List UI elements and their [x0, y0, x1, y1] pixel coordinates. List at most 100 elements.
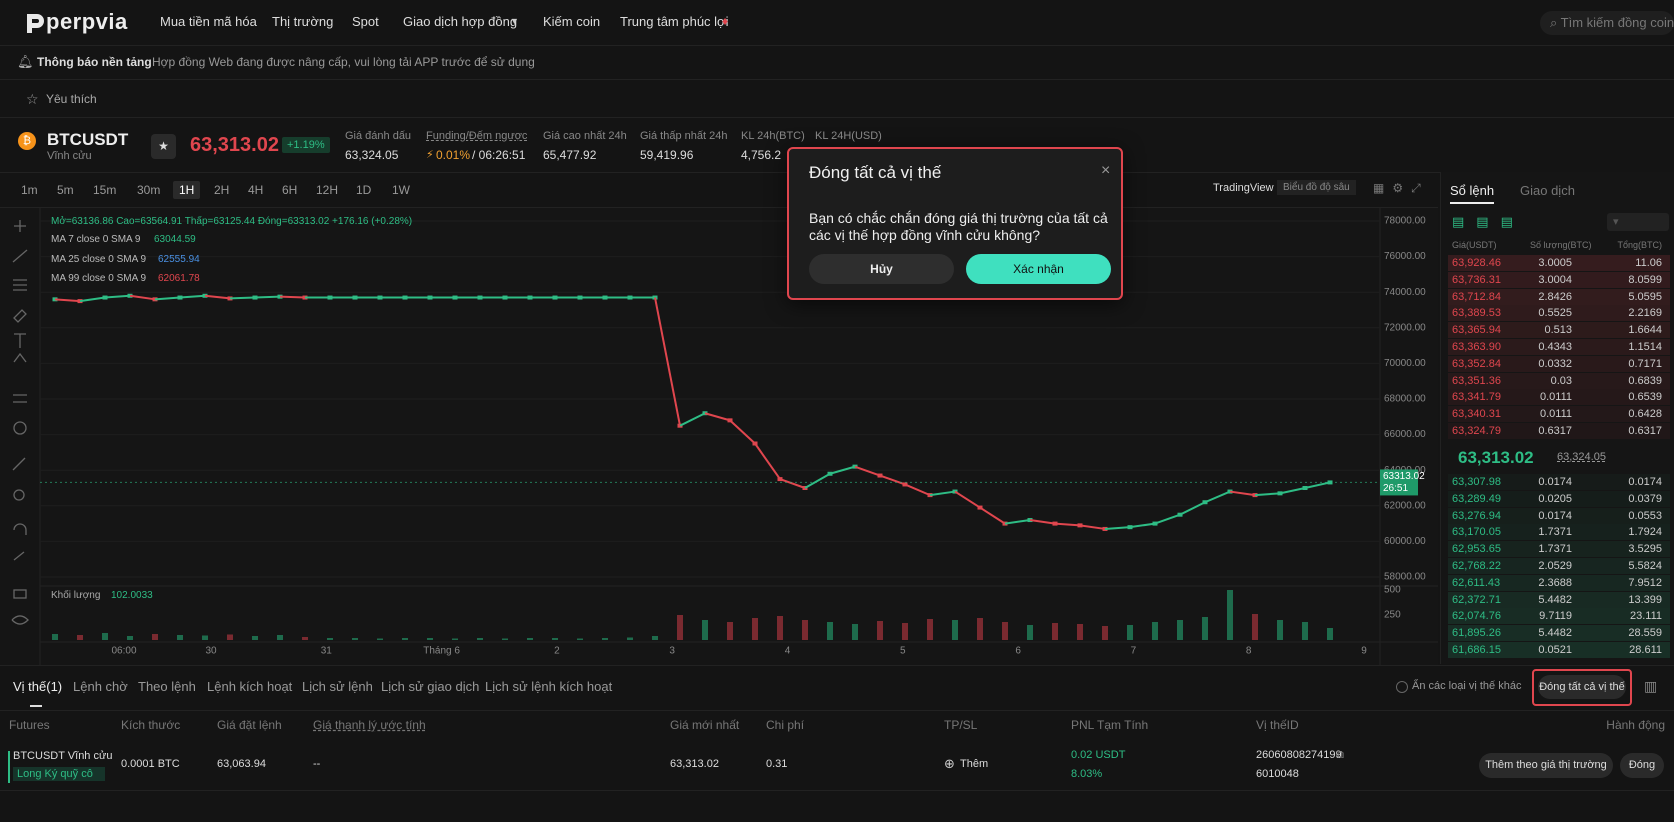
copy-icon[interactable]: ⧉	[1336, 749, 1344, 761]
nav-item[interactable]: Kiếm coin	[543, 14, 601, 29]
position-tab[interactable]: Vị thế(1)	[13, 679, 63, 694]
book-price[interactable]: 63,351.36	[1452, 374, 1501, 387]
timeframe[interactable]: 1D	[356, 183, 372, 197]
book-price[interactable]: 63,712.84	[1452, 290, 1501, 303]
close-all-button[interactable]: Đóng tất cả vị thế	[1538, 675, 1626, 699]
book-price[interactable]: 62,074.76	[1452, 610, 1501, 623]
position-tab[interactable]: Lịch sử giao dịch	[381, 679, 480, 694]
book-price[interactable]: 63,307.98	[1452, 476, 1501, 488]
timeframe[interactable]: 2H	[214, 183, 230, 197]
book-price[interactable]: 63,389.53	[1452, 307, 1501, 320]
book-price[interactable]: 62,953.65	[1452, 543, 1501, 556]
volume-bar	[1002, 622, 1008, 640]
timeframe[interactable]: 15m	[93, 183, 117, 197]
position-tab[interactable]: Lệnh kích hoạt	[207, 679, 293, 694]
notice-text[interactable]: Hợp đồng Web đang được nâng cấp, vui lòn…	[152, 55, 535, 69]
timeframe[interactable]: 5m	[57, 183, 74, 197]
position-symbol[interactable]: BTCUSDT Vĩnh cửu	[13, 750, 113, 762]
stat-label: Giá đánh dấu	[345, 130, 412, 142]
time-label: 30	[205, 646, 217, 657]
position-tab[interactable]: Lệnh chờ	[73, 679, 128, 694]
orderbook-tab[interactable]: Sổ lệnh	[1450, 183, 1495, 204]
book-qty: 5.4482	[1538, 627, 1572, 640]
book-qty: 0.4343	[1538, 341, 1572, 353]
nav-item[interactable]: Trung tâm phúc lợi	[620, 14, 729, 29]
book-price[interactable]: 63,170.05	[1452, 526, 1501, 539]
book-price[interactable]: 61,686.15	[1452, 644, 1501, 656]
volume-bar	[302, 637, 308, 640]
position-tpsl[interactable]: Thêm	[960, 758, 989, 770]
cancel-button[interactable]: Hủy	[809, 254, 954, 284]
search-box[interactable]	[1540, 11, 1674, 35]
volume-bar	[702, 620, 708, 640]
book-price[interactable]: 63,736.31	[1452, 273, 1501, 286]
book-price[interactable]: 63,363.90	[1452, 341, 1501, 353]
price-segment	[729, 419, 756, 445]
hide-others[interactable]: Ẩn các loại vị thế khác	[1412, 680, 1522, 692]
timeframe[interactable]: 12H	[316, 183, 339, 197]
symbol[interactable]: BTCUSDT	[47, 130, 129, 149]
stat-extra: / 06:26:51	[472, 148, 526, 162]
price-tick-label: 58000.00	[1384, 572, 1426, 583]
book-price[interactable]: 63,289.49	[1452, 492, 1501, 505]
position-liq: --	[313, 758, 321, 770]
orderbook-tab[interactable]: Giao dịch	[1520, 183, 1575, 198]
book-total: 5.5824	[1628, 560, 1662, 572]
ma-label: MA 7 close 0 SMA 9	[51, 234, 141, 245]
timeframe[interactable]: 1W	[392, 183, 410, 197]
confirm-button[interactable]: Xác nhận	[966, 254, 1111, 284]
nav-item[interactable]: Spot	[352, 14, 379, 29]
modal-close[interactable]: ×	[1101, 162, 1111, 179]
favorite-button[interactable]: ★	[151, 134, 176, 159]
position-pnl-pct: 8.03%	[1071, 768, 1103, 780]
timeframe[interactable]: 4H	[248, 183, 264, 197]
volume-bar	[527, 638, 533, 640]
position-tab[interactable]: Theo lệnh	[138, 679, 196, 694]
price-segment	[704, 412, 731, 422]
nav-item[interactable]: Mua tiền mã hóa	[160, 14, 257, 29]
depth-select[interactable]: ▾	[1607, 213, 1669, 231]
book-row-bg	[1448, 355, 1670, 372]
book-price[interactable]: 63,276.94	[1452, 509, 1501, 522]
position-side: Long Ký quỹ cô	[13, 767, 105, 781]
hide-others-checkbox[interactable]	[1396, 681, 1408, 693]
book-price[interactable]: 61,895.26	[1452, 627, 1501, 640]
chart-tab[interactable]: TradingView	[1213, 182, 1274, 194]
favorites[interactable]: Yêu thích	[46, 92, 97, 106]
nav-item[interactable]: Thị trường	[272, 14, 334, 29]
position-tab[interactable]: Lịch sử lệnh kích hoạt	[485, 679, 613, 694]
price-tick-label: 78000.00	[1384, 216, 1426, 227]
book-price[interactable]: 63,352.84	[1452, 357, 1501, 370]
book-price[interactable]: 63,340.31	[1452, 408, 1501, 421]
ma-label: MA 25 close 0 SMA 9	[51, 253, 147, 265]
logo[interactable]: perpvia	[46, 9, 128, 34]
book-price[interactable]: 63,365.94	[1452, 324, 1501, 337]
chart-tab[interactable]: Biểu đồ độ sâu	[1277, 180, 1356, 195]
price-segment	[854, 465, 881, 477]
book-price[interactable]: 62,372.71	[1452, 593, 1501, 606]
price-segment	[904, 483, 931, 497]
book-price[interactable]: 63,324.79	[1452, 425, 1501, 437]
book-price[interactable]: 62,768.22	[1452, 560, 1501, 572]
book-price[interactable]: 63,341.79	[1452, 391, 1501, 404]
price-segment	[1254, 492, 1281, 497]
price-segment	[829, 465, 856, 475]
timeframe[interactable]: 6H	[282, 183, 298, 197]
book-price[interactable]: 62,611.43	[1452, 576, 1501, 589]
volume-label: Khối lượng	[51, 590, 101, 601]
price-chart: 78000.00 76000.00 74000.00 72000.00 70000.00…	[11, 208, 1438, 665]
modal-title: Đóng tất cả vị thế	[809, 163, 942, 182]
stat-label: KL 24h(BTC)	[741, 130, 805, 142]
nav-item[interactable]: Giao dịch hợp đồng	[403, 14, 518, 29]
close-button[interactable]: Đóng	[1620, 753, 1664, 778]
timeframe[interactable]: 30m	[137, 183, 161, 197]
chart-toggle[interactable]: ▥	[1644, 678, 1658, 694]
market-add-button[interactable]: Thêm theo giá thị trường	[1479, 753, 1613, 778]
position-tab[interactable]: Lịch sử lệnh	[302, 679, 373, 694]
timeframe[interactable]: 1H	[173, 181, 201, 199]
time-label: 6	[1015, 646, 1021, 657]
timeframe[interactable]: 1m	[21, 183, 38, 197]
mark-price: 63,324.05	[1557, 451, 1606, 463]
book-price[interactable]: 63,928.46	[1452, 257, 1501, 269]
book-row-bg	[1448, 322, 1670, 339]
